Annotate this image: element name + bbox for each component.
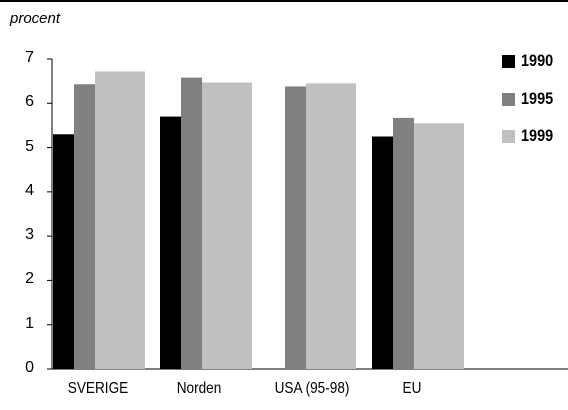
y-tick-label: 1	[25, 314, 34, 332]
y-tick-label: 4	[25, 181, 34, 199]
legend-swatch	[502, 54, 515, 68]
x-category-label: SVERIGE	[67, 380, 129, 397]
x-category-label: EU	[402, 380, 422, 397]
legend-label: 1995	[521, 89, 554, 108]
bar-1995-usa-95-98-	[285, 86, 306, 369]
top-rule	[0, 0, 568, 2]
legend-swatch	[502, 129, 515, 143]
bar-1995-eu	[393, 117, 414, 370]
y-tick-label: 6	[25, 93, 34, 111]
legend-label: 1990	[521, 51, 554, 70]
y-tick-label: 7	[25, 49, 34, 66]
y-tick-label: 0	[25, 359, 34, 376]
legend-item-1999: 1999	[502, 126, 559, 146]
legend-label: 1999	[521, 126, 554, 145]
bar-1999-sverige	[95, 71, 145, 370]
x-category-label: USA (95-98)	[274, 380, 350, 397]
bar-1990-sverige	[53, 134, 74, 369]
bar-1999-eu	[414, 123, 464, 369]
legend-item-1990: 1990	[502, 51, 559, 71]
bar-1999-usa-95-98-	[306, 83, 356, 369]
y-axis-unit-label: procent	[10, 10, 61, 27]
x-category-label: Norden	[176, 380, 222, 397]
bar-1990-eu	[372, 136, 393, 369]
legend-swatch	[502, 92, 515, 106]
bar-1995-norden	[181, 77, 202, 369]
bar-1999-norden	[202, 82, 252, 369]
y-tick-label: 2	[25, 270, 34, 288]
y-tick-label: 3	[25, 226, 34, 244]
bar-1990-norden	[160, 116, 181, 369]
y-tick-label: 5	[25, 137, 34, 155]
bar-1995-sverige	[74, 84, 95, 369]
legend-item-1995: 1995	[502, 89, 559, 109]
